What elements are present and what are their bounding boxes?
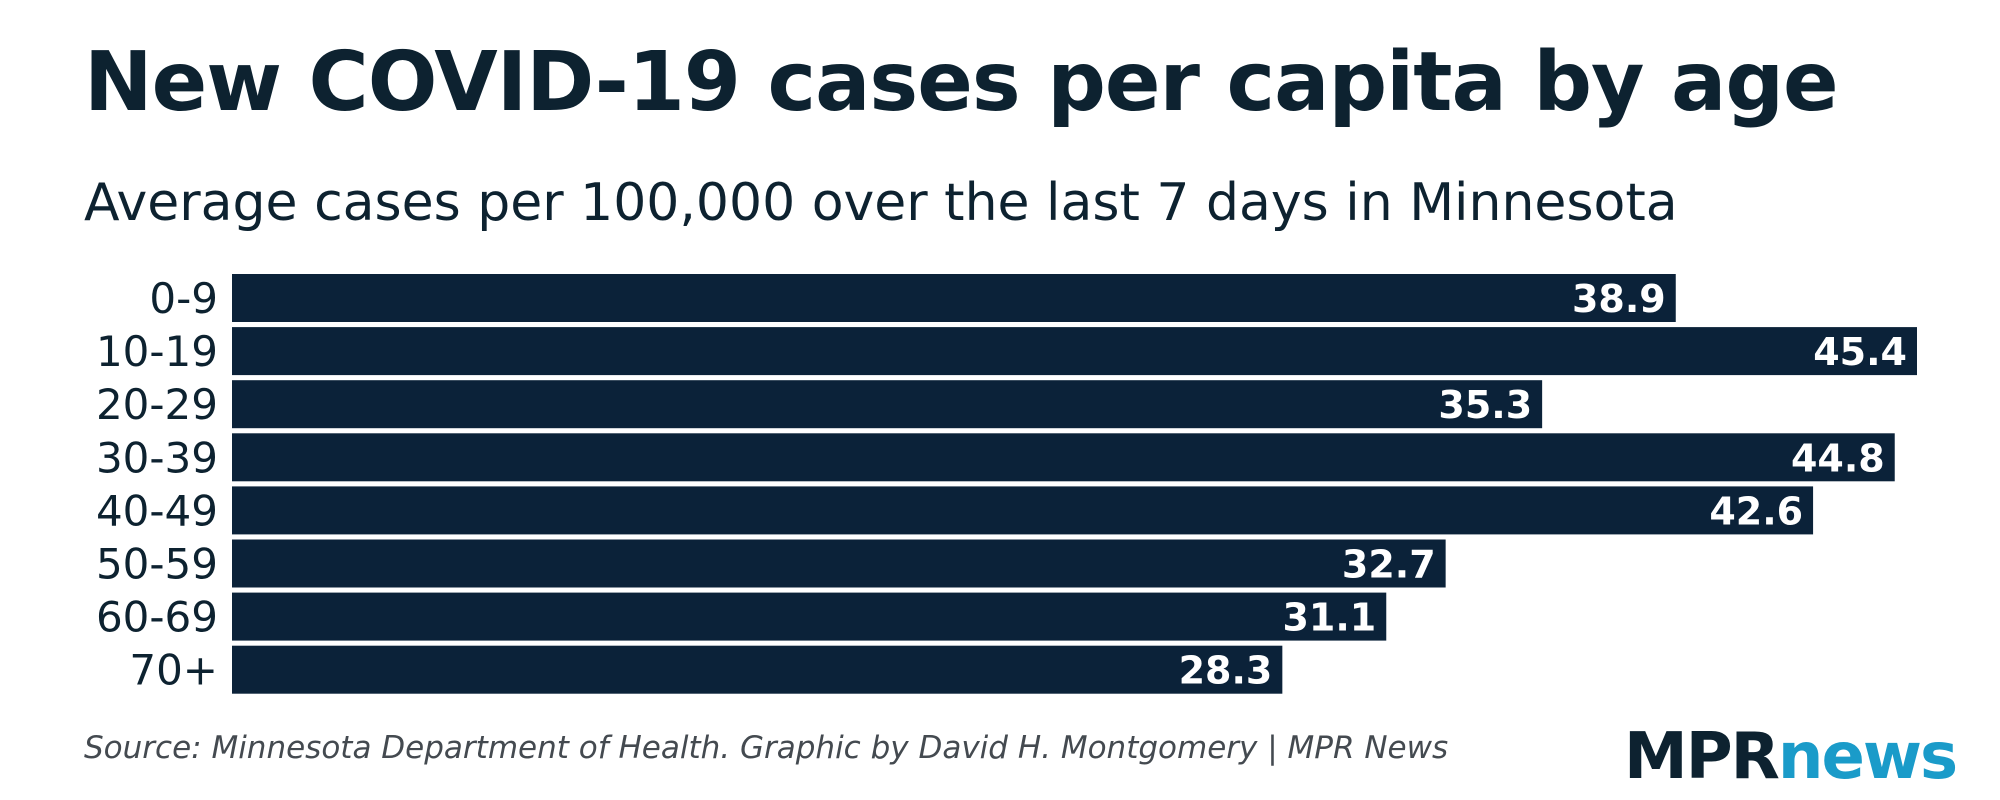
- category-label-50-59: 50-59: [96, 540, 218, 589]
- bar-20-29: [232, 380, 1543, 429]
- category-label-20-29: 20-29: [96, 380, 218, 429]
- category-label-60-69: 60-69: [96, 593, 218, 642]
- value-label-60-69: 31.1: [1282, 596, 1376, 640]
- bar-40-49: [232, 486, 1814, 535]
- bar-60-69: [232, 592, 1387, 641]
- logo-news-text: news: [1777, 720, 1958, 794]
- mpr-news-logo: MPRnews: [1624, 720, 1958, 794]
- category-label-10-19: 10-19: [96, 327, 218, 376]
- bar-30-39: [232, 433, 1895, 482]
- bar-chart: 0-9 38.9 10-19 45.4 20-29 35.3 30-39 44.8 40-49 4…: [96, 274, 1917, 695]
- category-label-30-39: 30-39: [96, 433, 218, 482]
- category-label-40-49: 40-49: [96, 486, 218, 535]
- value-label-70-plus: 28.3: [1179, 649, 1273, 693]
- value-label-10-19: 45.4: [1813, 330, 1907, 374]
- bar-0-9: [232, 274, 1676, 322]
- bar-50-59: [232, 539, 1446, 588]
- value-label-0-9: 38.9: [1572, 277, 1666, 321]
- chart-title: New COVID-19 cases per capita by age: [84, 35, 1839, 130]
- bar-70-plus: [232, 645, 1283, 694]
- value-label-50-59: 32.7: [1342, 543, 1436, 587]
- category-label-0-9: 0-9: [149, 274, 218, 323]
- bar-10-19: [232, 327, 1917, 376]
- source-note: Source: Minnesota Department of Health. …: [84, 730, 1449, 766]
- chart-subtitle: Average cases per 100,000 over the last …: [84, 173, 1678, 233]
- value-label-20-29: 35.3: [1438, 383, 1532, 427]
- category-label-70-plus: 70+: [129, 646, 218, 695]
- value-label-40-49: 42.6: [1709, 489, 1803, 533]
- value-label-30-39: 44.8: [1791, 436, 1885, 480]
- logo-mpr-text: MPR: [1624, 720, 1780, 794]
